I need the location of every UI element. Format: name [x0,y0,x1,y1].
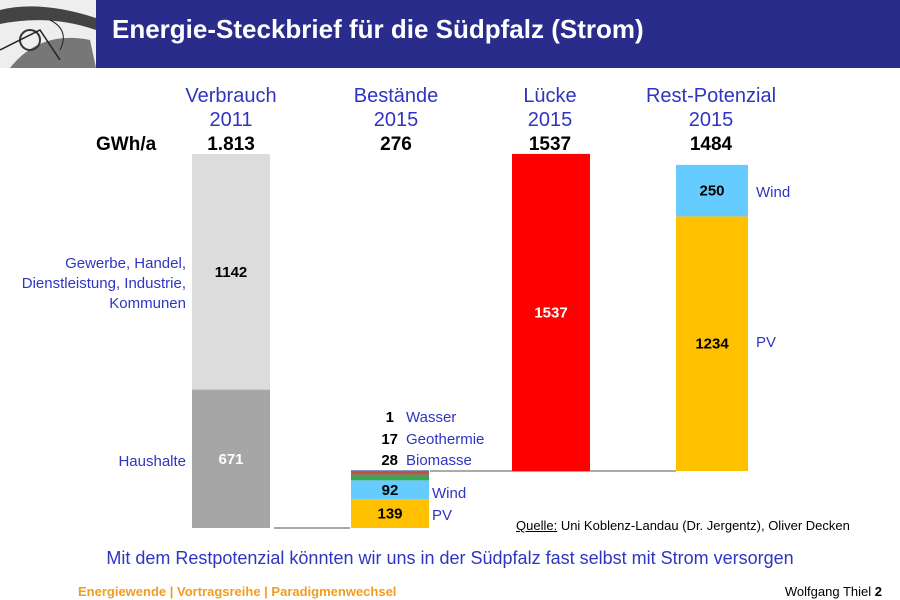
bar-segment [512,153,590,471]
column-label: Rest-Potenzial [645,85,777,107]
column-header-bestaende: Bestände 2015 [316,84,476,132]
segment-label-haushalte: Haushalte [118,453,186,470]
page-title: Energie-Steckbrief für die Südpfalz (Str… [112,14,644,44]
bar-segment [351,499,429,528]
segment-label-bestaende-wind: Wind [432,485,467,502]
bar-segment [676,216,748,471]
bar-segment [351,471,429,475]
bar-value-label: 1142 [215,264,248,281]
bar-value-label: 671 [218,451,243,468]
bar-segment [351,470,429,472]
bar-segment [351,480,429,500]
segment-label-wasser: Wasser [406,409,457,426]
author-name: Wolfgang Thiel [784,584,872,599]
label-line: Kommunen [109,295,186,312]
column-year: 2015 [527,109,573,131]
total-restpotenzial: 1484 [689,134,733,155]
segment-label-rest-wind: Wind [756,184,791,201]
segment-label-bestaende-pv: PV [432,507,453,524]
segment-label-biomasse: Biomasse [406,452,472,469]
segment-label-rest-pv: PV [756,334,777,351]
column-label: Lücke [523,85,577,107]
label-line: Gewerbe, Handel, [65,255,186,272]
total-bestaende: 276 [380,134,412,155]
column-header-restpotenzial: Rest-Potenzial 2015 [631,84,791,132]
bar-segment [676,164,748,217]
value-wasser: 1 [385,409,394,426]
footer-series: Energiewende | Vortragsreihe | Paradigme… [78,584,397,599]
bar-value-label: 250 [699,183,724,200]
source-note: Quelle: Uni Koblenz-Landau (Dr. Jergentz… [516,518,850,533]
summary-text: Mit dem Restpotenzial könnten wir uns in… [106,548,794,568]
bar-value-label: 92 [382,482,399,499]
source-text: Uni Koblenz-Landau (Dr. Jergentz), Olive… [557,518,850,533]
bar-value-label: 1234 [695,336,729,353]
total-verbrauch: 1.813 [207,134,255,155]
segment-label-geothermie: Geothermie [406,431,485,448]
source-label: Quelle: [516,518,558,533]
column-label: Bestände [353,85,439,107]
column-header-luecke: Lücke 2015 [470,84,630,132]
column-header-verbrauch: Verbrauch 2011 [151,84,311,132]
column-year: 2015 [373,109,419,131]
value-biomasse: 28 [381,452,398,469]
column-year: 2011 [209,109,253,131]
unit-label: GWh/a [96,134,157,155]
bar-value-label: 1537 [534,304,567,321]
value-geothermie: 17 [381,431,398,448]
header-bar: Energie-Steckbrief für die Südpfalz (Str… [0,0,900,68]
label-line: Dienstleistung, Industrie, [21,275,186,292]
bar-segment [192,389,270,528]
bar-value-label: 139 [377,506,402,523]
engraving-logo-icon [0,0,96,68]
column-label: Verbrauch [185,85,277,107]
bar-segment [192,153,270,390]
footer-author: Wolfgang Thiel 2 [785,584,882,599]
page-number: 2 [874,584,882,599]
segment-label-gewerbe: Gewerbe, Handel, Dienstleistung, Industr… [0,254,186,314]
column-year: 2015 [688,109,734,131]
bar-segment [351,474,429,481]
total-luecke: 1537 [528,134,572,155]
